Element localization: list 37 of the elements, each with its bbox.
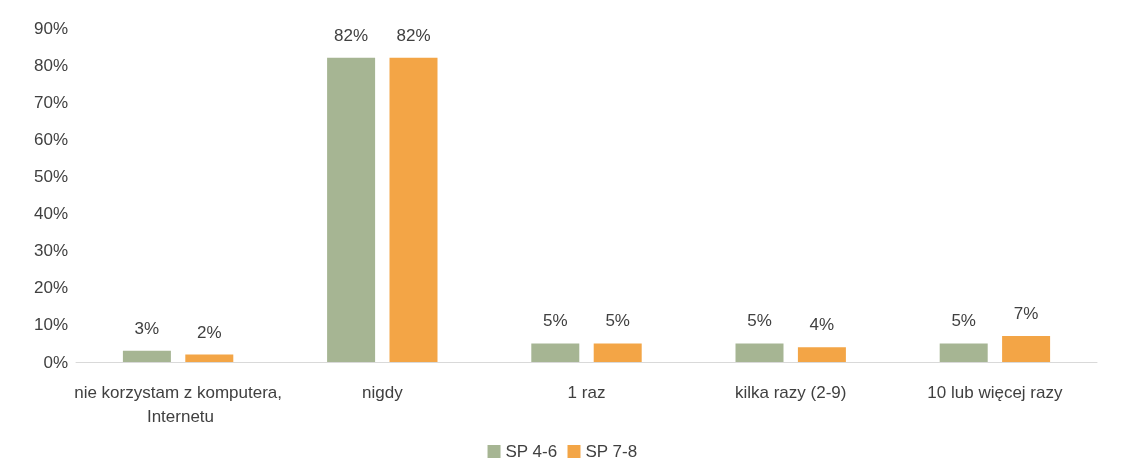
data-label: 3% (134, 318, 160, 338)
bar (327, 57, 376, 362)
bar (122, 350, 171, 362)
bar (593, 343, 642, 362)
x-tick-label: nie korzystam z komputera, Internetu (74, 382, 283, 426)
y-tick-label: 50% (33, 166, 68, 186)
bar (531, 343, 580, 362)
y-tick-label: 0% (43, 352, 68, 372)
data-label: 82% (334, 25, 369, 45)
y-tick-label: 40% (33, 204, 68, 224)
y-tick-label: 80% (33, 55, 68, 75)
data-label: 5% (543, 311, 568, 331)
bar (735, 343, 784, 362)
y-tick-label: 20% (33, 278, 68, 298)
data-label: 4% (809, 315, 835, 335)
data-label: 5% (747, 311, 772, 331)
y-tick-label: 60% (33, 129, 68, 149)
x-tick-label: 10 lub więcej razy (927, 382, 1063, 402)
x-tick-label: 1 raz (567, 382, 606, 402)
y-tick-label: 70% (33, 92, 68, 112)
bar (185, 354, 234, 362)
bar (797, 347, 846, 362)
x-tick-label: nigdy (361, 382, 404, 402)
y-tick-label: 30% (33, 241, 68, 261)
data-label: 5% (605, 311, 630, 331)
y-tick-label: 90% (33, 18, 68, 38)
data-label: 82% (396, 25, 431, 45)
legend-label: SP 4-6 (505, 442, 558, 461)
data-label: 5% (951, 311, 976, 331)
y-tick-label: 10% (33, 315, 68, 335)
bar (939, 343, 988, 362)
legend-label: SP 7-8 (585, 442, 638, 461)
bar (1002, 336, 1051, 362)
x-tick-label: kilka razy (2-9) (734, 382, 847, 402)
data-label: 7% (1013, 304, 1039, 324)
data-label: 2% (197, 322, 222, 342)
bar (389, 57, 438, 362)
